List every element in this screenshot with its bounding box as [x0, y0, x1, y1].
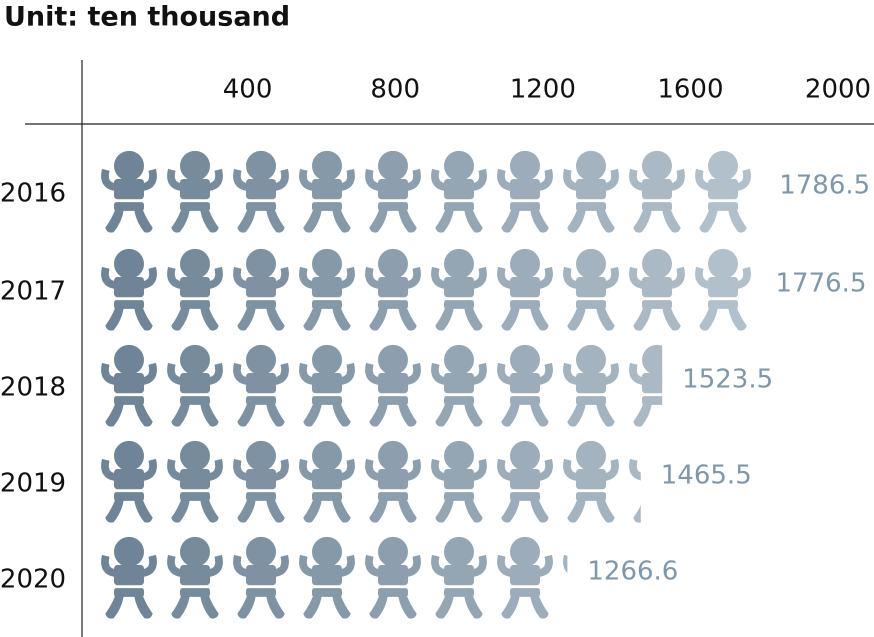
baby-icon — [237, 537, 285, 618]
baby-icon — [501, 249, 549, 330]
baby-icon — [633, 345, 681, 426]
baby-icon — [435, 537, 483, 618]
pictograph-bar — [105, 537, 615, 618]
baby-icon — [699, 249, 747, 330]
value-label: 1465.5 — [661, 461, 752, 491]
baby-icon — [303, 537, 351, 618]
baby-icon — [501, 537, 549, 618]
baby-icon — [501, 345, 549, 426]
pictograph-bar — [105, 249, 747, 330]
baby-icon — [369, 345, 417, 426]
baby-icon — [567, 345, 615, 426]
baby-icon — [567, 151, 615, 232]
baby-icon — [633, 249, 681, 330]
baby-icon — [435, 441, 483, 522]
baby-icon — [633, 151, 681, 232]
y-tick-label: 2019 — [0, 469, 66, 499]
pictograph-bar — [105, 441, 681, 522]
y-tick-label: 2018 — [0, 373, 66, 403]
value-label: 1776.5 — [776, 269, 867, 299]
baby-icon — [105, 345, 153, 426]
baby-icon — [171, 249, 219, 330]
chart-title: Unit: ten thousand — [4, 2, 290, 33]
baby-icon — [171, 441, 219, 522]
baby-icon — [105, 441, 153, 522]
baby-icon — [171, 151, 219, 232]
baby-icon — [501, 441, 549, 522]
baby-icon — [105, 249, 153, 330]
baby-icon — [435, 151, 483, 232]
baby-icon — [171, 537, 219, 618]
baby-icon — [567, 441, 615, 522]
baby-icon — [237, 249, 285, 330]
baby-icon — [303, 441, 351, 522]
baby-icon — [567, 249, 615, 330]
value-label: 1786.5 — [779, 171, 870, 201]
x-tick-label: 800 — [370, 75, 420, 105]
y-tick-label: 2020 — [0, 565, 66, 595]
baby-icon — [171, 345, 219, 426]
value-label: 1523.5 — [682, 365, 773, 395]
y-tick-label: 2017 — [0, 277, 66, 307]
baby-icon — [105, 537, 153, 618]
baby-icon — [369, 441, 417, 522]
pictograph-bar — [105, 151, 747, 232]
x-tick-label: 1600 — [657, 75, 723, 105]
baby-icon — [435, 249, 483, 330]
baby-icon — [237, 345, 285, 426]
baby-icon — [369, 537, 417, 618]
baby-icon — [501, 151, 549, 232]
baby-icon — [237, 441, 285, 522]
x-tick-label: 1200 — [510, 75, 576, 105]
y-tick-label: 2016 — [0, 179, 66, 209]
baby-icon — [237, 151, 285, 232]
baby-icon — [369, 151, 417, 232]
value-label: 1266.6 — [587, 557, 678, 587]
x-tick-label: 2000 — [805, 75, 871, 105]
baby-icon — [435, 345, 483, 426]
baby-icon — [369, 249, 417, 330]
pictograph-bar — [105, 345, 681, 426]
baby-icon — [303, 249, 351, 330]
baby-icon — [303, 151, 351, 232]
baby-icon — [699, 151, 747, 232]
x-tick-label: 400 — [223, 75, 273, 105]
baby-icon — [105, 151, 153, 232]
baby-icon — [303, 345, 351, 426]
